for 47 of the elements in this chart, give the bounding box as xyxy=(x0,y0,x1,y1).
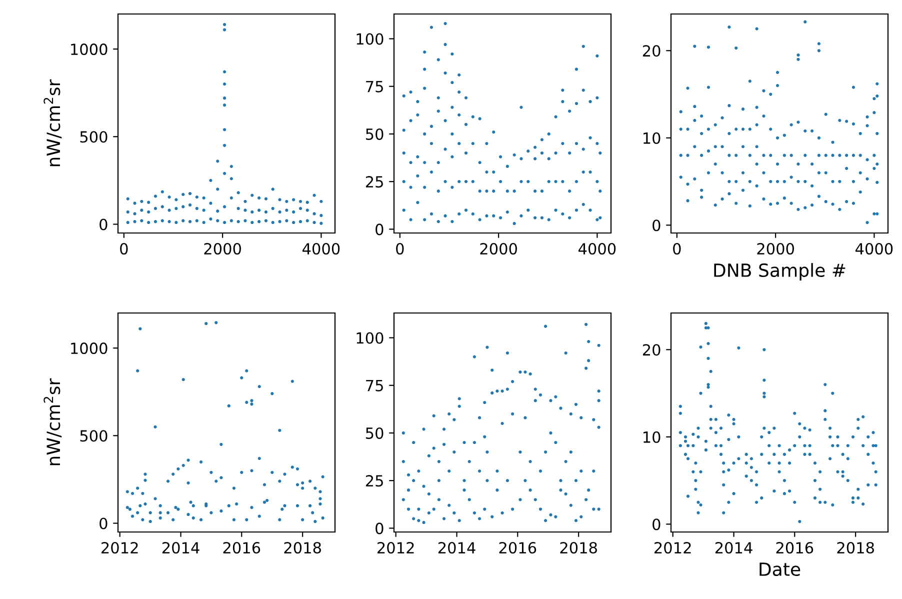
y-tick-label: 20 xyxy=(642,344,660,356)
y-tick-label: 100 xyxy=(356,33,384,45)
y-tick-label: 1000 xyxy=(71,44,108,56)
x-tick-label: 4000 xyxy=(855,242,893,255)
y-tick-label: 25 xyxy=(366,176,383,188)
x-axis-title: DNB Sample # xyxy=(714,263,846,281)
x-tick-label: 2014 xyxy=(715,542,752,554)
x-tick-label: 2016 xyxy=(499,542,536,554)
x-tick-label: 2018 xyxy=(837,542,874,554)
x-tick-label: 2012 xyxy=(378,542,414,554)
x-tick-label: 2016 xyxy=(223,542,260,554)
y-axis-title: nW/cm$^{2}$sr xyxy=(44,378,62,466)
y-tick-label: 25 xyxy=(366,475,383,487)
y-tick-label: 10 xyxy=(644,431,660,443)
y-tick-label: 500 xyxy=(80,430,108,442)
y-axis-title: nW/cm$^{2}$sr xyxy=(44,79,62,166)
x-tick-label: 2018 xyxy=(560,542,597,554)
y-tick-label: 1000 xyxy=(71,342,108,354)
y-tick-label: 0 xyxy=(100,518,108,530)
x-tick-label: 2014 xyxy=(438,542,476,554)
x-tick-label: 0 xyxy=(396,242,404,255)
y-tick-label: 100 xyxy=(356,332,384,344)
x-tick-label: 2012 xyxy=(654,542,691,554)
y-tick-label: 0 xyxy=(100,218,108,230)
x-tick-label: 2000 xyxy=(757,242,794,255)
x-tick-label: 2014 xyxy=(162,542,200,554)
x-tick-label: 2000 xyxy=(204,242,241,255)
x-tick-label: 2012 xyxy=(102,542,138,554)
x-tick-label: 4000 xyxy=(302,242,340,255)
x-tick-label: 4000 xyxy=(578,242,616,255)
y-tick-label: 10 xyxy=(644,132,660,144)
y-tick-label: 75 xyxy=(366,81,383,92)
x-tick-label: 2018 xyxy=(284,542,321,554)
y-tick-label: 0 xyxy=(652,220,660,232)
x-tick-label: 2000 xyxy=(480,242,517,255)
y-tick-label: 0 xyxy=(652,518,660,530)
x-tick-label: 0 xyxy=(120,242,128,255)
x-tick-label: 0 xyxy=(673,242,681,255)
y-tick-label: 0 xyxy=(376,224,384,236)
y-tick-label: 0 xyxy=(376,522,384,534)
y-tick-label: 50 xyxy=(366,427,384,439)
y-tick-label: 500 xyxy=(80,131,108,143)
y-tick-label: 20 xyxy=(642,45,660,57)
x-tick-label: 2016 xyxy=(776,542,814,554)
x-axis-title: Date xyxy=(760,562,800,576)
y-tick-label: 75 xyxy=(366,380,383,392)
y-tick-label: 50 xyxy=(366,128,384,140)
